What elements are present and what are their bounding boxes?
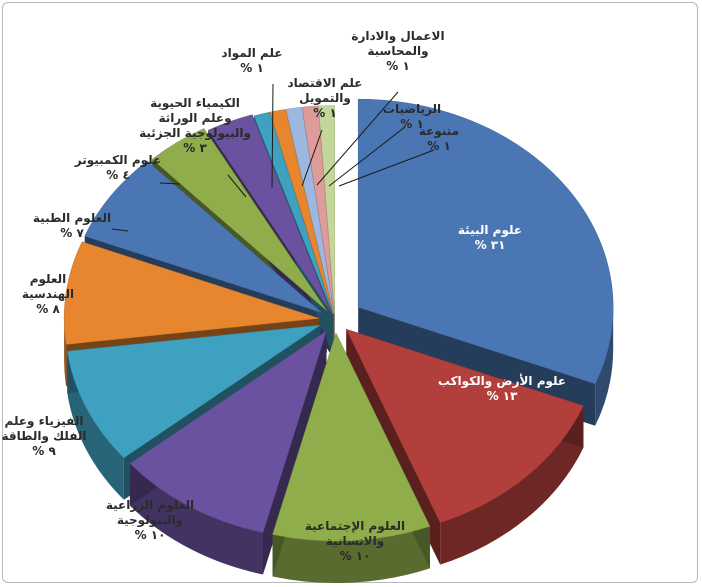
leader-line-13	[338, 149, 435, 187]
slice-0	[357, 98, 614, 385]
slice-value-0: ٣١ %	[475, 238, 506, 252]
slice-label-9: علم المواد ١ %	[221, 46, 282, 75]
slice-value-7: ٤ %	[106, 168, 130, 182]
leader-line-10	[301, 129, 323, 187]
slice-value-8: ٣ %	[183, 141, 207, 155]
slice-label-8: الكيمياء الحيوية وعلم الوراثة والبيولوجية …	[139, 96, 251, 155]
slice-value-11: ١ %	[386, 59, 410, 73]
slice-label-5: العلوم الهندسية ٨ %	[22, 272, 74, 316]
slice-label-1: علوم الأرض والكواكب ١٣ %	[438, 373, 566, 403]
leader-line-12	[328, 126, 406, 187]
slice-value-6: ٧ %	[60, 226, 84, 240]
slice-label-4: الفيزياء وعلم الفلك والطاقة ٩ %	[2, 414, 87, 458]
slice-value-4: ٩ %	[32, 444, 56, 458]
slice-5	[63, 241, 320, 345]
slice-12	[301, 105, 335, 314]
slice-side-5	[64, 318, 67, 387]
slice-side-4	[67, 351, 124, 500]
slice-label-3: العلوم الزراعية والبيولوجية ١٠ %	[106, 498, 194, 542]
slice-1	[345, 328, 584, 523]
slice-7	[151, 128, 327, 311]
slice-side-0	[595, 307, 614, 426]
slice-value-10: ١ %	[313, 106, 337, 120]
leader-line-6	[111, 228, 129, 232]
slice-label-11: الاعمال والادارة والمحاسبة ١ %	[351, 29, 444, 73]
slice-side-3	[129, 463, 264, 575]
slice-13	[318, 105, 335, 314]
slice-11	[285, 106, 334, 314]
slice-label-12: الرياضيات ١ %	[383, 102, 441, 131]
slice-value-9: ١ %	[240, 61, 264, 75]
slice-edge-3-0	[263, 331, 327, 575]
slice-label-10: علم الاقتصاد والتمويل ١ %	[288, 76, 363, 120]
leader-line-9	[271, 83, 274, 189]
slice-value-3: ١٠ %	[135, 528, 166, 542]
leader-line-11	[316, 91, 399, 186]
leader-line-8	[227, 174, 247, 198]
slice-9	[253, 111, 334, 314]
slice-8	[207, 114, 332, 313]
slice-3	[129, 330, 327, 533]
slice-4	[67, 324, 321, 459]
slice-label-13: متنوعة ١ %	[419, 124, 459, 153]
slice-side-1	[440, 405, 584, 565]
slice-2	[272, 332, 431, 542]
slice-10	[269, 109, 334, 314]
slice-label-7: علوم الكمبيوتر ٤ %	[74, 153, 162, 182]
slice-value-12: ١ %	[400, 117, 424, 131]
slice-label-0: علوم البيئة ٣١ %	[458, 223, 522, 252]
leader-line-7	[159, 182, 181, 185]
slice-value-13: ١ %	[427, 139, 451, 153]
slice-label-6: العلوم الطبية ٧ %	[33, 211, 111, 240]
slice-side-2	[272, 526, 430, 584]
slice-value-5: ٨ %	[36, 302, 60, 316]
slice-value-2: ١٠ %	[340, 549, 371, 563]
slice-6	[84, 160, 322, 313]
slice-value-1: ١٣ %	[487, 389, 519, 403]
slice-label-2: العلوم الإجتماعية والانسانية ١٠ %	[305, 519, 405, 563]
